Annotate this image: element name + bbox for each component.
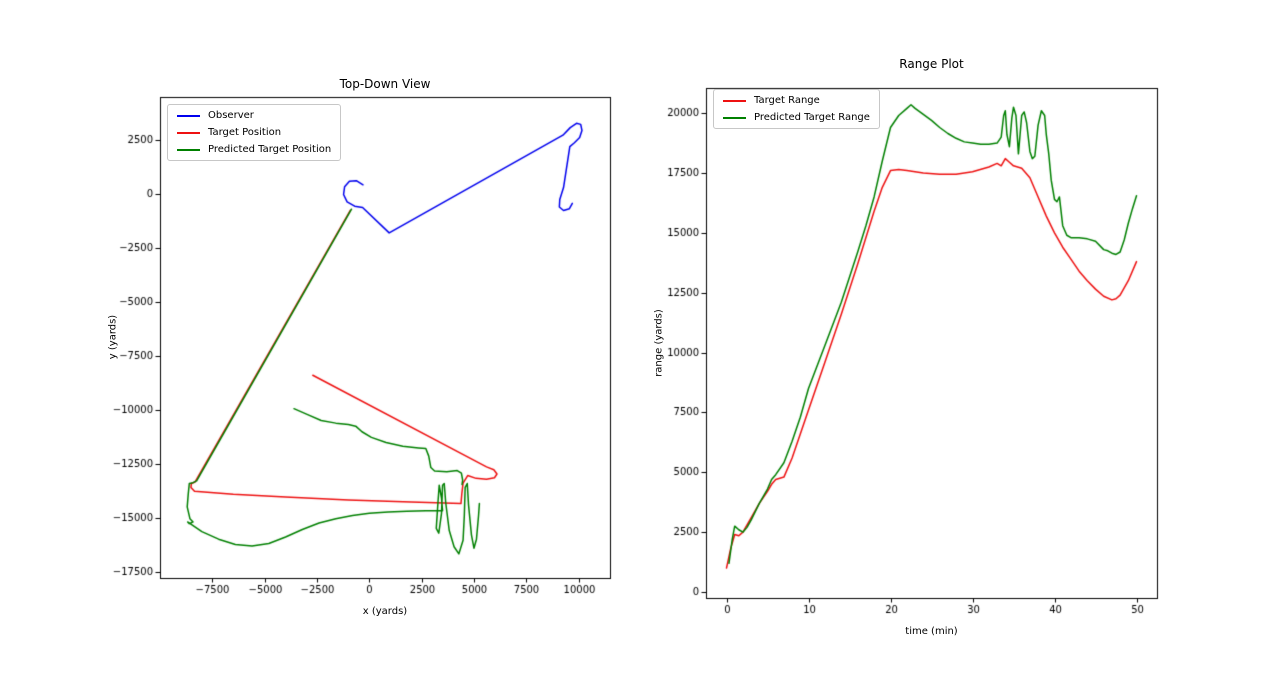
left-plot-xlabel: x (yards) (362, 606, 408, 617)
right-legend: Target Range Predicted Target Range (713, 89, 880, 129)
legend-item-target-position: Target Position (177, 127, 331, 138)
legend-label-target-range: Target Range (754, 95, 820, 106)
legend-label-observer: Observer (208, 110, 254, 121)
right-plot-xlabel: time (min) (905, 626, 958, 637)
legend-label-predicted-target-position: Predicted Target Position (208, 144, 332, 155)
target-range-line-swatch (723, 99, 746, 102)
predicted-target-range-line-swatch (723, 116, 746, 119)
right-plot-title: Range Plot (899, 57, 964, 71)
legend-item-predicted-target-position: Predicted Target Position (177, 144, 331, 155)
legend-label-target-position: Target Position (208, 127, 282, 138)
predicted-target-position-line-swatch (177, 148, 200, 151)
left-plot-ylabel: y (yards) (107, 314, 119, 360)
target-position-line-swatch (177, 131, 200, 134)
observer-line-swatch (177, 114, 200, 117)
legend-label-predicted-target-range: Predicted Target Range (754, 112, 870, 123)
left-legend: Observer Target Position Predicted Targe… (167, 104, 342, 161)
legend-item-observer: Observer (177, 110, 331, 121)
right-plot-ylabel: range (yards) (653, 309, 665, 377)
left-plot-title: Top-Down View (339, 77, 431, 91)
legend-item-target-range: Target Range (723, 95, 870, 106)
legend-item-predicted-target-range: Predicted Target Range (723, 112, 870, 123)
